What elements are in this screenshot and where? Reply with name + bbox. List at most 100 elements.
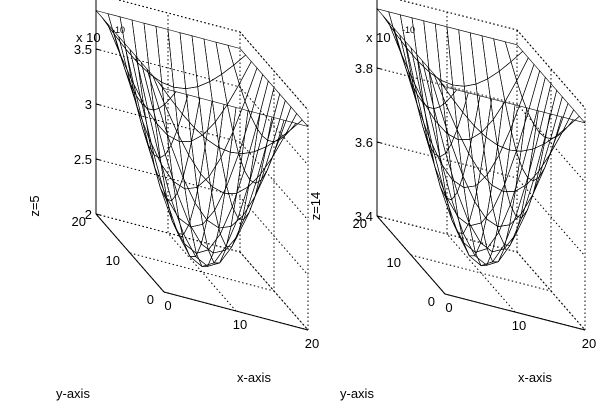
z-gridline	[116, 0, 309, 111]
surface-patch	[220, 130, 240, 188]
y-axis-line	[376, 215, 446, 295]
right-exponent-label: x 10	[366, 30, 391, 45]
z-gridline	[95, 103, 309, 221]
box-edge	[239, 31, 309, 111]
surface-patch	[181, 94, 201, 129]
box-edge	[516, 251, 586, 331]
z-tick-mark	[95, 48, 101, 51]
surface-patch	[503, 212, 522, 250]
surface-patch	[416, 94, 435, 154]
surface-patch	[451, 179, 471, 227]
surface-patch	[498, 61, 518, 103]
x-tick-label: 10	[512, 318, 526, 333]
left-exponent-power: -10	[112, 25, 125, 35]
right-z-axis-label: z=14	[308, 192, 323, 221]
surface-patch	[468, 255, 488, 266]
box-edge	[516, 29, 586, 109]
surface-patch	[428, 143, 447, 199]
z-tick-mark	[376, 67, 382, 70]
z-tick-label: 3.6	[355, 135, 373, 150]
z-gridline	[376, 67, 586, 183]
z-tick-label: 4	[85, 0, 92, 2]
z-tick-label: 3.8	[355, 61, 373, 76]
z-gridline	[398, 0, 586, 109]
surface-patch	[444, 96, 464, 131]
surface-patch	[189, 256, 209, 267]
surface-patch	[468, 200, 487, 244]
surface-patch	[480, 218, 499, 253]
right-x-axis-label: x-axis	[518, 370, 552, 385]
surface-patch	[183, 223, 202, 258]
surface-patch	[200, 219, 220, 254]
surface-patch	[161, 81, 180, 143]
surface-patch	[463, 242, 482, 266]
x-tick-label: 20	[582, 336, 596, 351]
surface-patch	[202, 209, 221, 251]
right-surface-plot: x 10 -10 z=14 y-axis x-axis 3.4 3.6 3.8 4 0 1…	[308, 0, 596, 401]
surface-patch	[509, 183, 528, 226]
surface-patch	[196, 176, 216, 225]
surface-patch	[433, 73, 452, 104]
left-x-axis-label: x-axis	[237, 370, 271, 385]
surface-patch	[485, 98, 504, 146]
z-tick-mark	[95, 158, 101, 161]
surface-patch	[209, 73, 228, 123]
y-tick-label: 0	[147, 292, 154, 307]
x-tick-label: 20	[305, 336, 319, 351]
z-tick-label: 4	[366, 0, 373, 2]
z-tick-label: 3.4	[355, 209, 373, 224]
y-tick-label: 20	[353, 216, 367, 231]
surface-patch	[498, 127, 517, 186]
surface-patch	[503, 215, 523, 246]
surface-patch	[521, 123, 540, 179]
surface-patch	[457, 216, 476, 254]
y-tick-label: 20	[72, 214, 86, 229]
left-y-axis-label: y-axis	[56, 386, 90, 401]
surface-patch	[446, 132, 465, 189]
left-z-axis-label: z=5	[27, 195, 42, 216]
surface-patch	[141, 62, 160, 111]
z-tick-label: 2	[85, 207, 92, 222]
surface-patch	[208, 156, 228, 212]
z-tick-mark	[95, 213, 101, 216]
surface-patch	[527, 70, 546, 126]
surface-patch	[221, 64, 240, 106]
surface-patch	[225, 214, 244, 251]
x-axis-line	[163, 291, 309, 331]
y-axis-line	[95, 213, 165, 293]
surface-patch	[136, 95, 155, 155]
y-tick-label: 0	[428, 294, 435, 309]
surface-patch	[155, 25, 175, 88]
surface-patch	[446, 26, 465, 87]
box-edge	[398, 0, 518, 31]
surface-patch	[153, 154, 173, 202]
box-edge	[239, 251, 309, 331]
z-tick-label: 2.5	[74, 152, 92, 167]
z-gridline	[376, 215, 586, 331]
surface-patch	[492, 244, 511, 263]
surface-patch	[194, 173, 214, 221]
y-tick-label: 10	[106, 253, 120, 268]
surface-patch	[427, 106, 447, 158]
surface-patch	[213, 245, 233, 264]
surface-patch	[178, 217, 197, 255]
left-exponent-label: x 10	[76, 30, 101, 45]
surface-patch	[399, 14, 419, 62]
z-tick-mark	[376, 215, 382, 218]
surface-patch	[509, 167, 529, 217]
z-tick-label: 3	[85, 97, 92, 112]
surface-patch	[188, 202, 208, 245]
z-tick-mark	[95, 103, 101, 106]
surface-patch	[504, 79, 523, 130]
surface-patch	[487, 70, 506, 121]
x-axis-line	[444, 293, 586, 331]
right-y-axis-label: y-axis	[340, 386, 374, 401]
surface-patch	[434, 23, 454, 86]
surface-patch	[184, 243, 203, 267]
surface-patch	[462, 222, 482, 257]
y-gridline	[410, 69, 552, 292]
z-tick-label: 3.5	[74, 42, 92, 57]
surface-patch	[143, 22, 163, 83]
x-tick-label: 0	[445, 300, 452, 315]
